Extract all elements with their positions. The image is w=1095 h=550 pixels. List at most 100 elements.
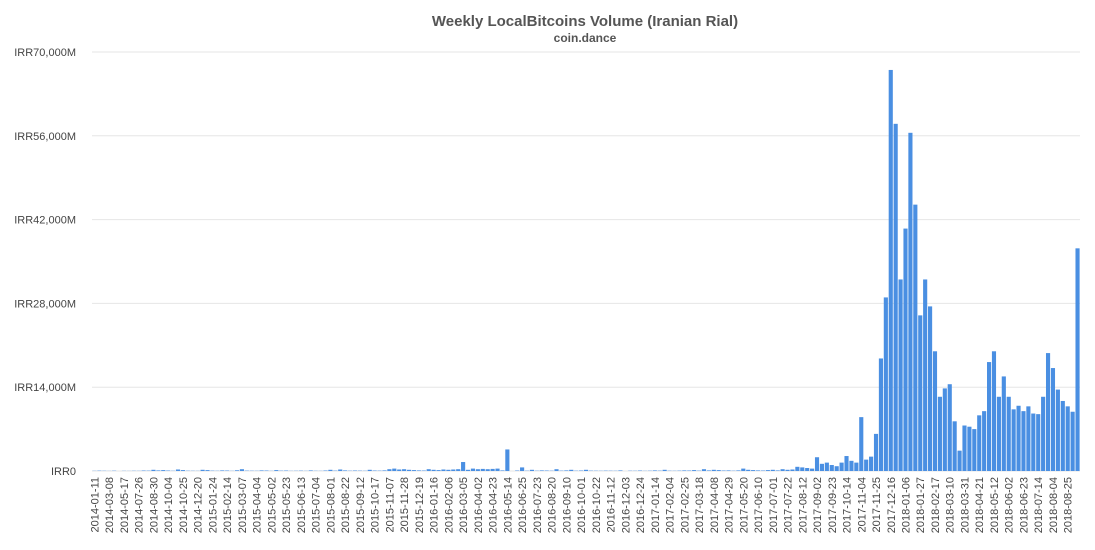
chart-title: Weekly LocalBitcoins Volume (Iranian Ria… (432, 13, 738, 30)
bar (790, 469, 795, 471)
bar (1060, 400, 1065, 471)
x-tick-label: 2015-11-07 (384, 477, 396, 532)
x-tick-label: 2018-05-12 (989, 477, 1001, 533)
bar (1016, 405, 1021, 471)
bar (883, 297, 888, 471)
x-tick-label: 2016-12-24 (635, 477, 647, 533)
bar (461, 462, 466, 471)
bar (451, 469, 456, 471)
x-tick-label: 2015-12-19 (414, 477, 426, 533)
bar (996, 396, 1001, 471)
bar (416, 470, 421, 471)
bar (839, 462, 844, 471)
bar (441, 469, 446, 471)
x-tick-label: 2017-02-04 (665, 477, 677, 533)
bar (397, 469, 402, 471)
bar (824, 462, 829, 471)
bar (387, 469, 392, 471)
x-tick-label: 2017-11-04 (856, 477, 868, 532)
bar (913, 204, 918, 471)
bar (805, 468, 810, 471)
x-tick-label: 2016-09-10 (561, 477, 573, 533)
x-tick-label: 2018-04-21 (974, 477, 986, 533)
bar (456, 469, 461, 471)
bar (967, 426, 972, 471)
x-tick-label: 2015-07-04 (311, 477, 323, 533)
y-tick-label: IRR0 (51, 466, 76, 478)
bar (859, 417, 864, 471)
x-tick-label: 2016-01-16 (429, 477, 441, 533)
bar (583, 469, 589, 471)
x-tick-label: 2014-12-20 (193, 477, 205, 533)
x-tick-label: 2017-02-25 (679, 477, 691, 533)
bar (923, 279, 928, 471)
bar (795, 466, 800, 471)
bar (1041, 396, 1046, 471)
bar (1065, 406, 1070, 471)
bar (406, 469, 412, 471)
x-tick-label: 2018-08-25 (1063, 477, 1075, 533)
bar (402, 469, 407, 471)
bar (200, 469, 205, 471)
bar (485, 469, 490, 471)
bar (814, 457, 820, 471)
bar (947, 384, 952, 471)
x-tick-label: 2017-07-01 (768, 477, 780, 533)
x-tick-label: 2016-06-25 (517, 477, 529, 533)
x-tick-label: 2016-04-23 (488, 477, 500, 533)
bar (957, 450, 962, 471)
bar (829, 465, 834, 471)
bar (972, 429, 977, 471)
bar (844, 456, 849, 471)
bar (692, 470, 697, 471)
x-tick-label: 2014-05-17 (119, 477, 131, 533)
x-tick-label: 2016-08-20 (547, 477, 559, 533)
bar (1070, 411, 1075, 471)
bar (780, 469, 785, 471)
bar (706, 470, 711, 471)
bar (259, 470, 264, 471)
x-tick-label: 2015-09-12 (355, 477, 367, 533)
bar (1031, 413, 1036, 471)
bar (392, 468, 397, 471)
bar (937, 396, 942, 471)
bar (205, 470, 210, 471)
x-tick-label: 2017-04-29 (724, 477, 736, 533)
bar (785, 469, 790, 471)
bar (987, 362, 992, 471)
x-tick-label: 2016-05-14 (502, 477, 514, 533)
x-tick-label: 2015-06-13 (296, 477, 308, 533)
bar (1050, 368, 1056, 471)
bar (662, 469, 667, 471)
bar (475, 469, 480, 471)
x-tick-label: 2018-03-10 (945, 477, 957, 533)
bar (869, 456, 874, 471)
bar (741, 468, 746, 471)
bar (864, 459, 869, 471)
bar (898, 279, 903, 471)
y-tick-label: IRR28,000M (14, 298, 76, 310)
y-tick-label: IRR14,000M (14, 382, 76, 394)
bar (1055, 389, 1060, 471)
bar (751, 470, 756, 471)
bar (220, 470, 225, 471)
x-tick-label: 2017-04-08 (709, 477, 721, 533)
bar (569, 469, 574, 471)
bar (819, 463, 825, 471)
x-tick-label: 2015-08-01 (325, 477, 337, 533)
bar (529, 469, 534, 471)
x-tick-label: 2015-11-28 (399, 477, 411, 532)
bar (652, 470, 657, 471)
bar (436, 470, 441, 471)
x-tick-label: 2018-01-06 (901, 477, 913, 533)
x-tick-label: 2014-08-30 (148, 477, 160, 533)
bar (932, 351, 938, 471)
x-tick-label: 2018-08-04 (1048, 477, 1060, 533)
x-tick-label: 2017-01-14 (650, 477, 662, 533)
x-tick-label: 2017-11-25 (871, 477, 883, 532)
bar (505, 449, 510, 471)
bar (1011, 409, 1016, 471)
chart-subtitle: coin.dance (554, 31, 617, 45)
bar (1036, 414, 1041, 471)
bar (982, 411, 987, 471)
